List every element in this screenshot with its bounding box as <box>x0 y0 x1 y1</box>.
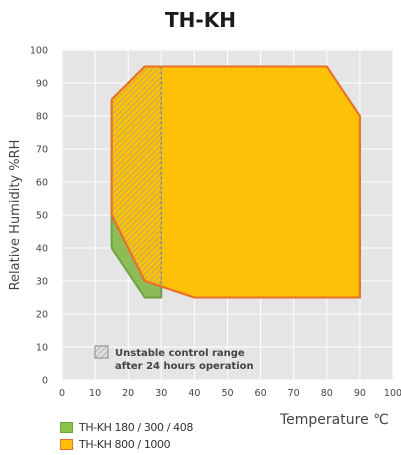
y-axis-label: Relative Humidity %RH <box>8 140 23 291</box>
series-layer <box>110 65 361 299</box>
x-tick-label: 40 <box>188 388 200 399</box>
unstable-range-note: Unstable control range after 24 hours ope… <box>94 345 254 372</box>
x-tick-label: 10 <box>89 388 101 399</box>
x-tick-label: 0 <box>59 388 65 399</box>
y-tick-label: 80 <box>36 112 48 123</box>
y-tick-label: 0 <box>42 376 48 387</box>
legend: TH-KH 180 / 300 / 408 TH-KH 800 / 1000 <box>60 419 193 453</box>
x-tick-label: 50 <box>221 388 233 399</box>
hatch-icon-fill <box>95 346 108 358</box>
chart-title: TH-KH <box>165 8 236 32</box>
y-tick-label: 90 <box>36 79 48 90</box>
x-tick-label: 70 <box>288 388 300 399</box>
legend-label: TH-KH 800 / 1000 <box>79 438 171 451</box>
legend-item-small: TH-KH 180 / 300 / 408 <box>60 419 193 436</box>
legend-item-large: TH-KH 800 / 1000 <box>60 436 193 453</box>
x-tick-label: 30 <box>155 388 167 399</box>
legend-label: TH-KH 180 / 300 / 408 <box>79 421 193 434</box>
y-tick-label: 60 <box>36 178 48 189</box>
y-tick-label: 100 <box>30 46 48 57</box>
series-outline-large <box>110 65 361 299</box>
note-line: after 24 hours operation <box>115 361 254 372</box>
x-tick-label: 20 <box>122 388 134 399</box>
x-tick-label: 80 <box>321 388 333 399</box>
x-tick-label: 60 <box>255 388 267 399</box>
note-line: Unstable control range <box>115 348 245 359</box>
x-tick-label: 90 <box>354 388 366 399</box>
y-tick-label: 40 <box>36 244 48 255</box>
legend-swatch-green <box>60 422 73 433</box>
y-tick-label: 50 <box>36 211 48 222</box>
x-axis-label: Temperature ℃ <box>280 412 389 428</box>
legend-swatch-orange <box>60 439 73 450</box>
y-tick-label: 30 <box>36 277 48 288</box>
y-tick-label: 10 <box>36 343 48 354</box>
y-tick-label: 20 <box>36 310 48 321</box>
x-tick-label: 100 <box>384 388 401 399</box>
tick-labels: 0 10 20 30 40 50 60 70 80 90 100 0 10 20 30 40 50 60 70 80 9… <box>30 46 401 400</box>
y-tick-label: 70 <box>36 145 48 156</box>
